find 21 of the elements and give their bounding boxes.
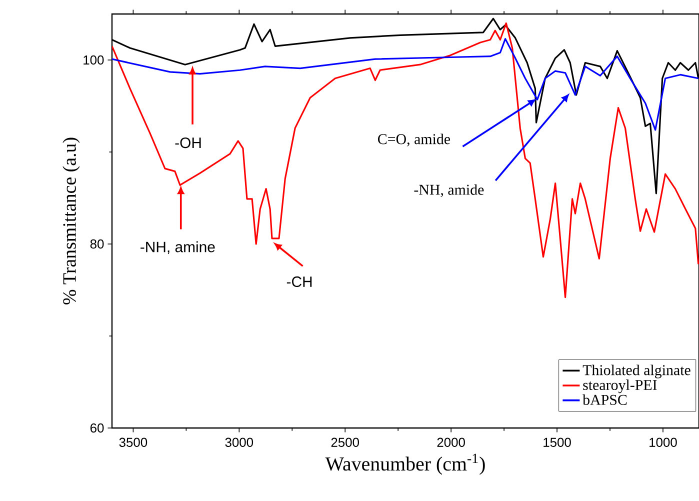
x-tick-label: 3000 [225, 438, 254, 447]
x-tick-label: 2000 [437, 438, 465, 447]
x-tick-label: 1000 [650, 438, 677, 447]
x-tick-label: 2500 [331, 438, 359, 447]
x-tick-label: 3500 [119, 438, 148, 447]
x-axis-title: Wavenumber (cm$^{-1}$) [325, 454, 485, 475]
line-series [112, 38, 699, 131]
legend-label: Thiolated alginate [582, 364, 690, 378]
legend-label: bAPSC [582, 394, 627, 405]
annotation: -OH [175, 138, 201, 148]
annotation: -CH [286, 276, 312, 288]
y-tick-label: 60 [90, 423, 104, 433]
line-series [112, 22, 699, 298]
y-tick-label: 80 [90, 239, 104, 249]
x-tick-label: 1500 [544, 438, 571, 447]
y-tick-label: 100 [84, 55, 104, 65]
legend-label: stearoyl-PEI [583, 380, 657, 394]
annotation: -NH, amide [414, 184, 484, 197]
annotation: C=O, amide [378, 134, 450, 146]
y-axis-title: % Transmittance (a.u) [62, 138, 80, 304]
annotation: -NH, amine [140, 241, 215, 254]
